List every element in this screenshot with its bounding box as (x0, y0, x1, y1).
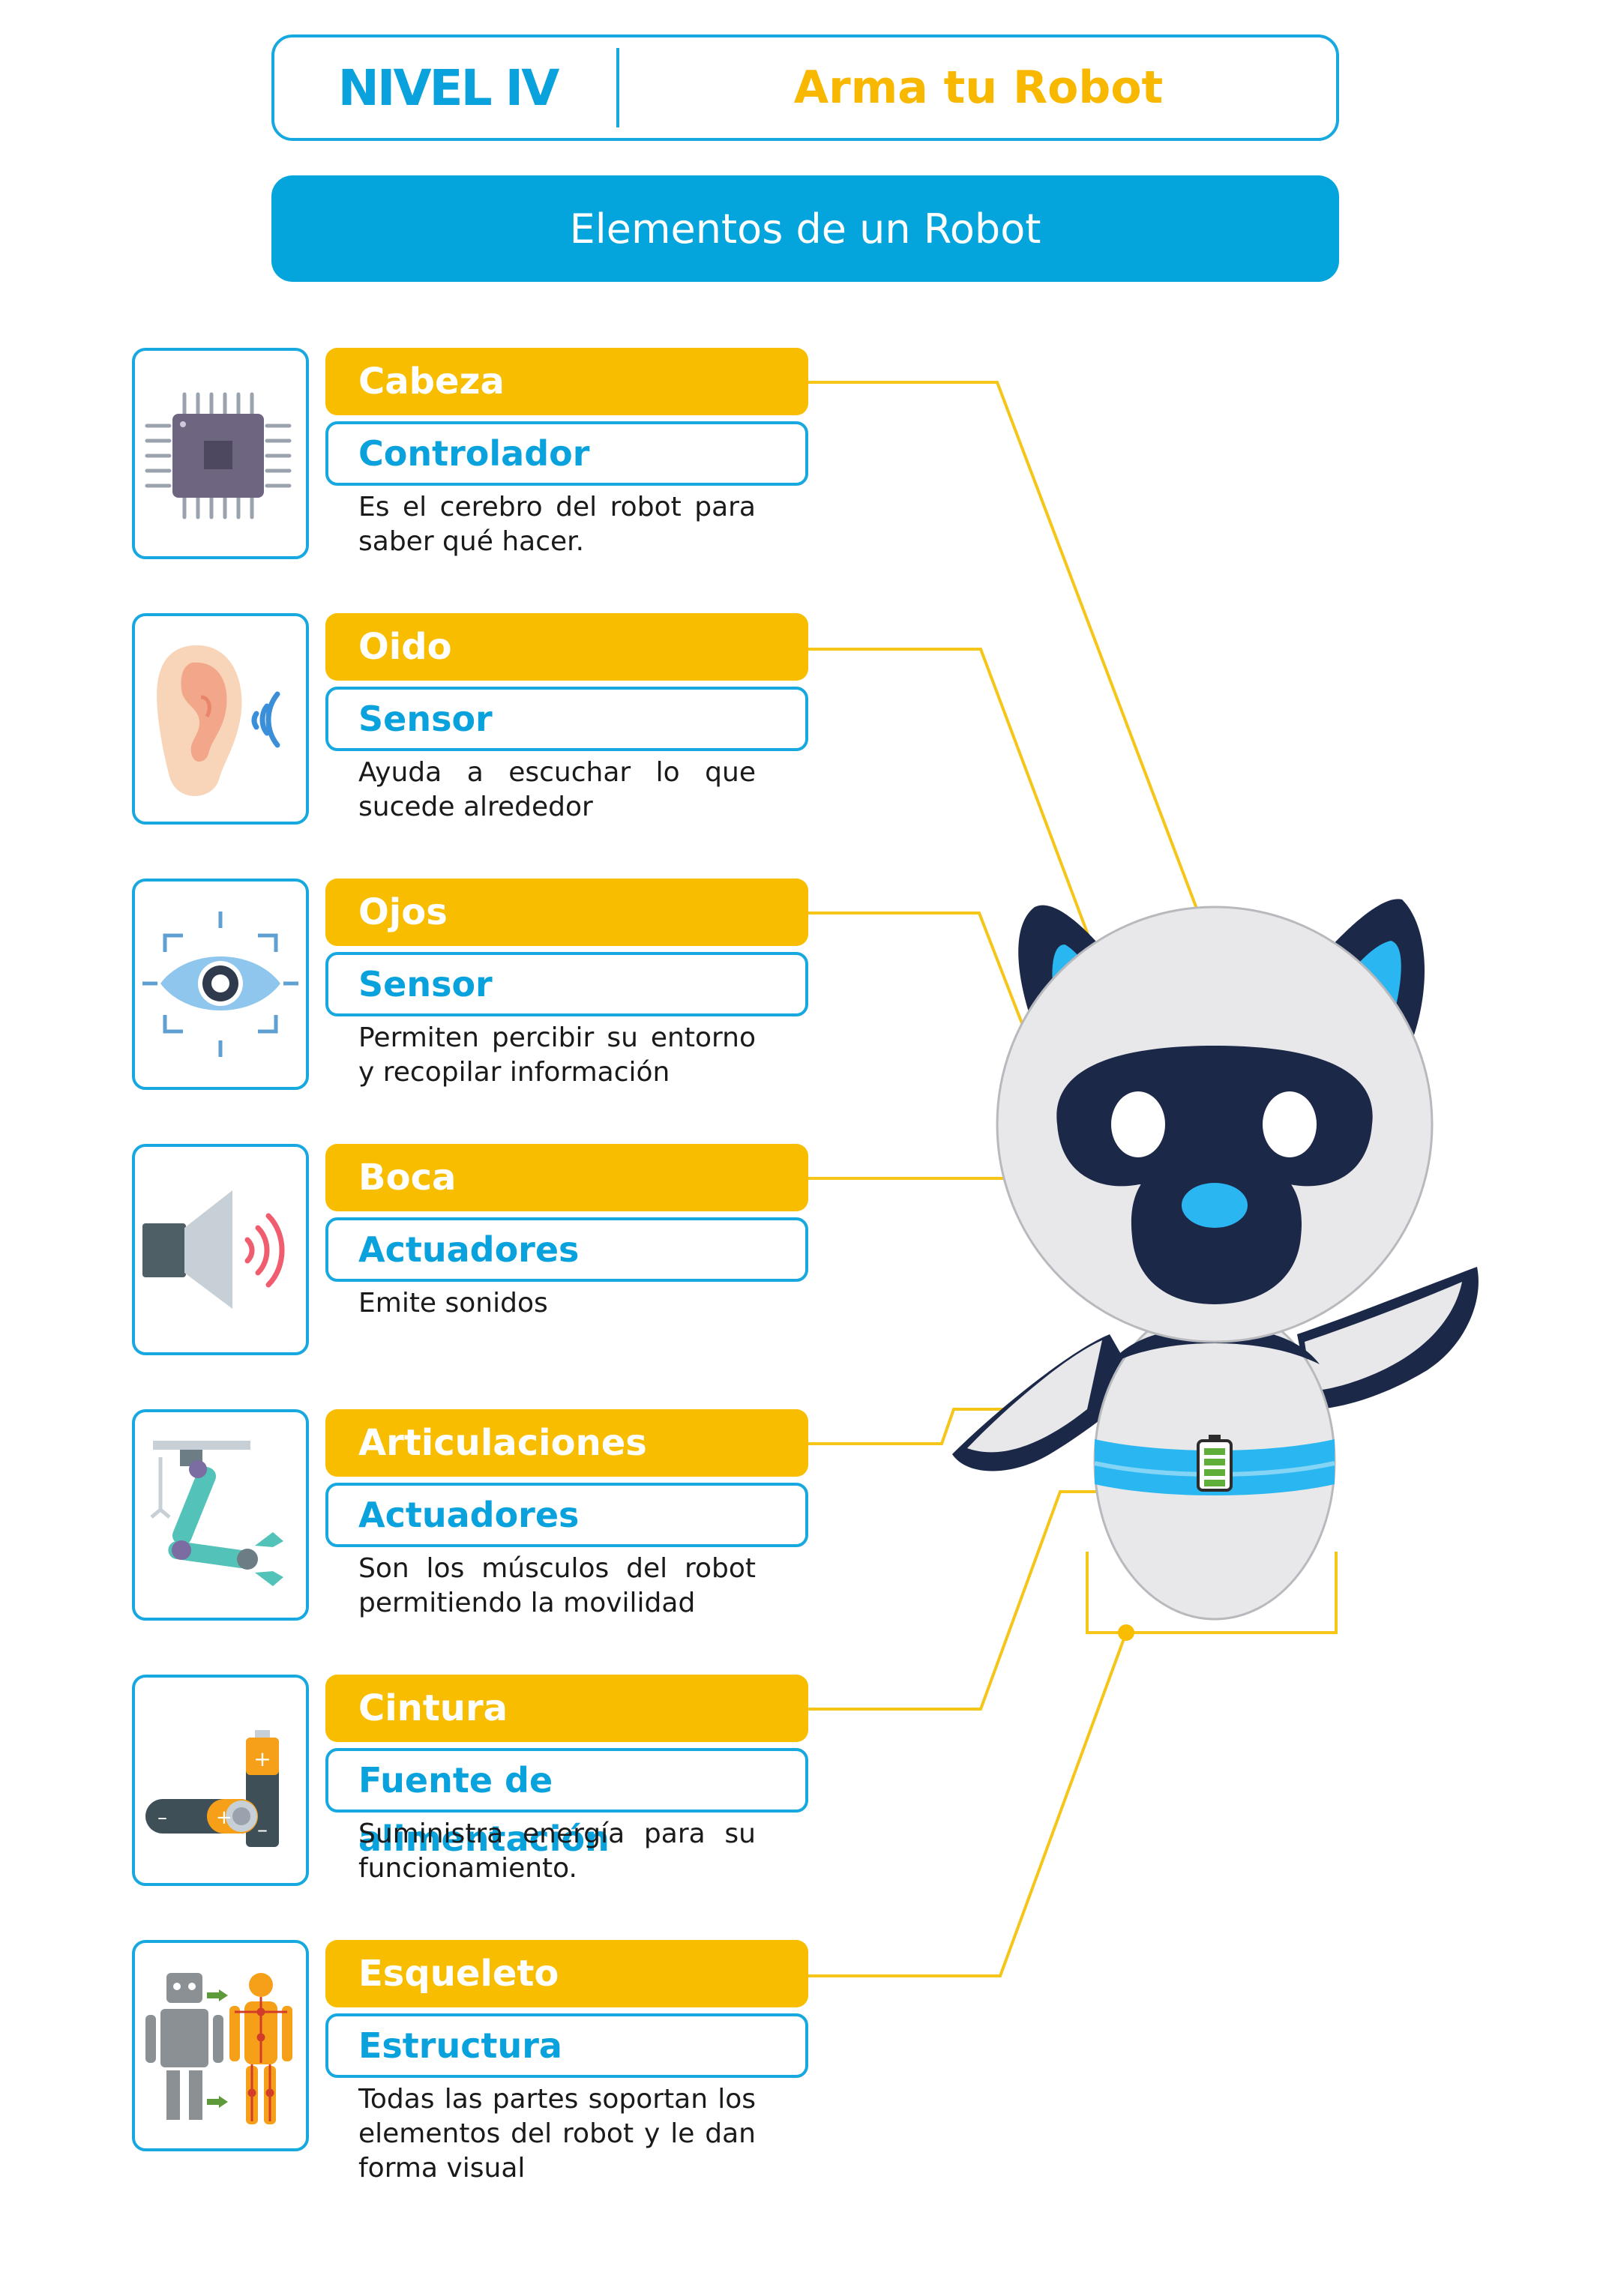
icon-box (132, 613, 309, 825)
section-banner: Elementos de un Robot (271, 175, 1339, 282)
part-description: Permiten percibir su entorno y recopilar… (358, 1022, 756, 1088)
connector-esqueleto (808, 1632, 1128, 1977)
robot-nose (1182, 1183, 1248, 1228)
part-label: Esqueleto (325, 1940, 808, 2007)
part-description: Es el cerebro del robot para saber qué h… (358, 492, 756, 557)
icon-box (132, 348, 309, 559)
icon-box (132, 1144, 309, 1355)
part-label: Boca (325, 1144, 808, 1211)
part-description: Son los músculos del robot permitiendo l… (358, 1553, 756, 1618)
svg-text:+: + (253, 1747, 271, 1771)
role-label: Actuadores (325, 1217, 808, 1282)
role-label: Actuadores (325, 1483, 808, 1547)
part-description: Todas las partes soportan los elementos … (358, 2084, 756, 2184)
icon-box (132, 879, 309, 1090)
part-label: Cabeza (325, 348, 808, 415)
part-label: Ojos (325, 879, 808, 946)
svg-text:–: – (257, 1817, 268, 1842)
skeleton-bracket (1086, 1552, 1338, 1634)
microchip-icon (145, 392, 292, 519)
robot-illustration (952, 899, 1479, 1621)
part-label: Oido (325, 613, 808, 681)
connector-oido (808, 648, 1098, 957)
speaker-icon (142, 1190, 285, 1309)
icon-box (132, 1940, 309, 2151)
eye-icon (142, 912, 298, 1057)
part-label: Articulaciones (325, 1409, 808, 1477)
role-label: Fuente de alimentación (325, 1748, 808, 1859)
part-description: Ayuda a escuchar lo que sucede alrededor (358, 757, 756, 822)
robot-snout (1131, 1154, 1302, 1304)
svg-text:–: – (157, 1807, 167, 1829)
robotic-arm-icon (150, 1441, 283, 1586)
dot-esqueleto (1118, 1624, 1134, 1641)
part-description: Suministra energía para su funcionamient… (358, 1819, 756, 1884)
role-label: Sensor (325, 687, 808, 751)
header-divider (616, 48, 619, 127)
level-title: NIVEL IV (337, 58, 560, 117)
connector-cabeza (808, 381, 1215, 953)
activity-title: Arma tu Robot (793, 61, 1164, 114)
ear-icon (157, 645, 280, 796)
level-header: NIVEL IV Arma tu Robot (271, 34, 1339, 141)
role-label: Sensor (325, 952, 808, 1016)
role-label: Controlador (325, 421, 808, 486)
svg-text:+: + (216, 1807, 232, 1829)
battery-icon: + – – + (145, 1730, 279, 1847)
icon-box (132, 1409, 309, 1621)
part-label: Cintura (325, 1675, 808, 1742)
icon-box: + – – + (132, 1675, 309, 1886)
role-label: Estructura (325, 2013, 808, 2078)
part-description: Emite sonidos (358, 1288, 548, 1319)
skeleton-icon (145, 1973, 292, 2124)
